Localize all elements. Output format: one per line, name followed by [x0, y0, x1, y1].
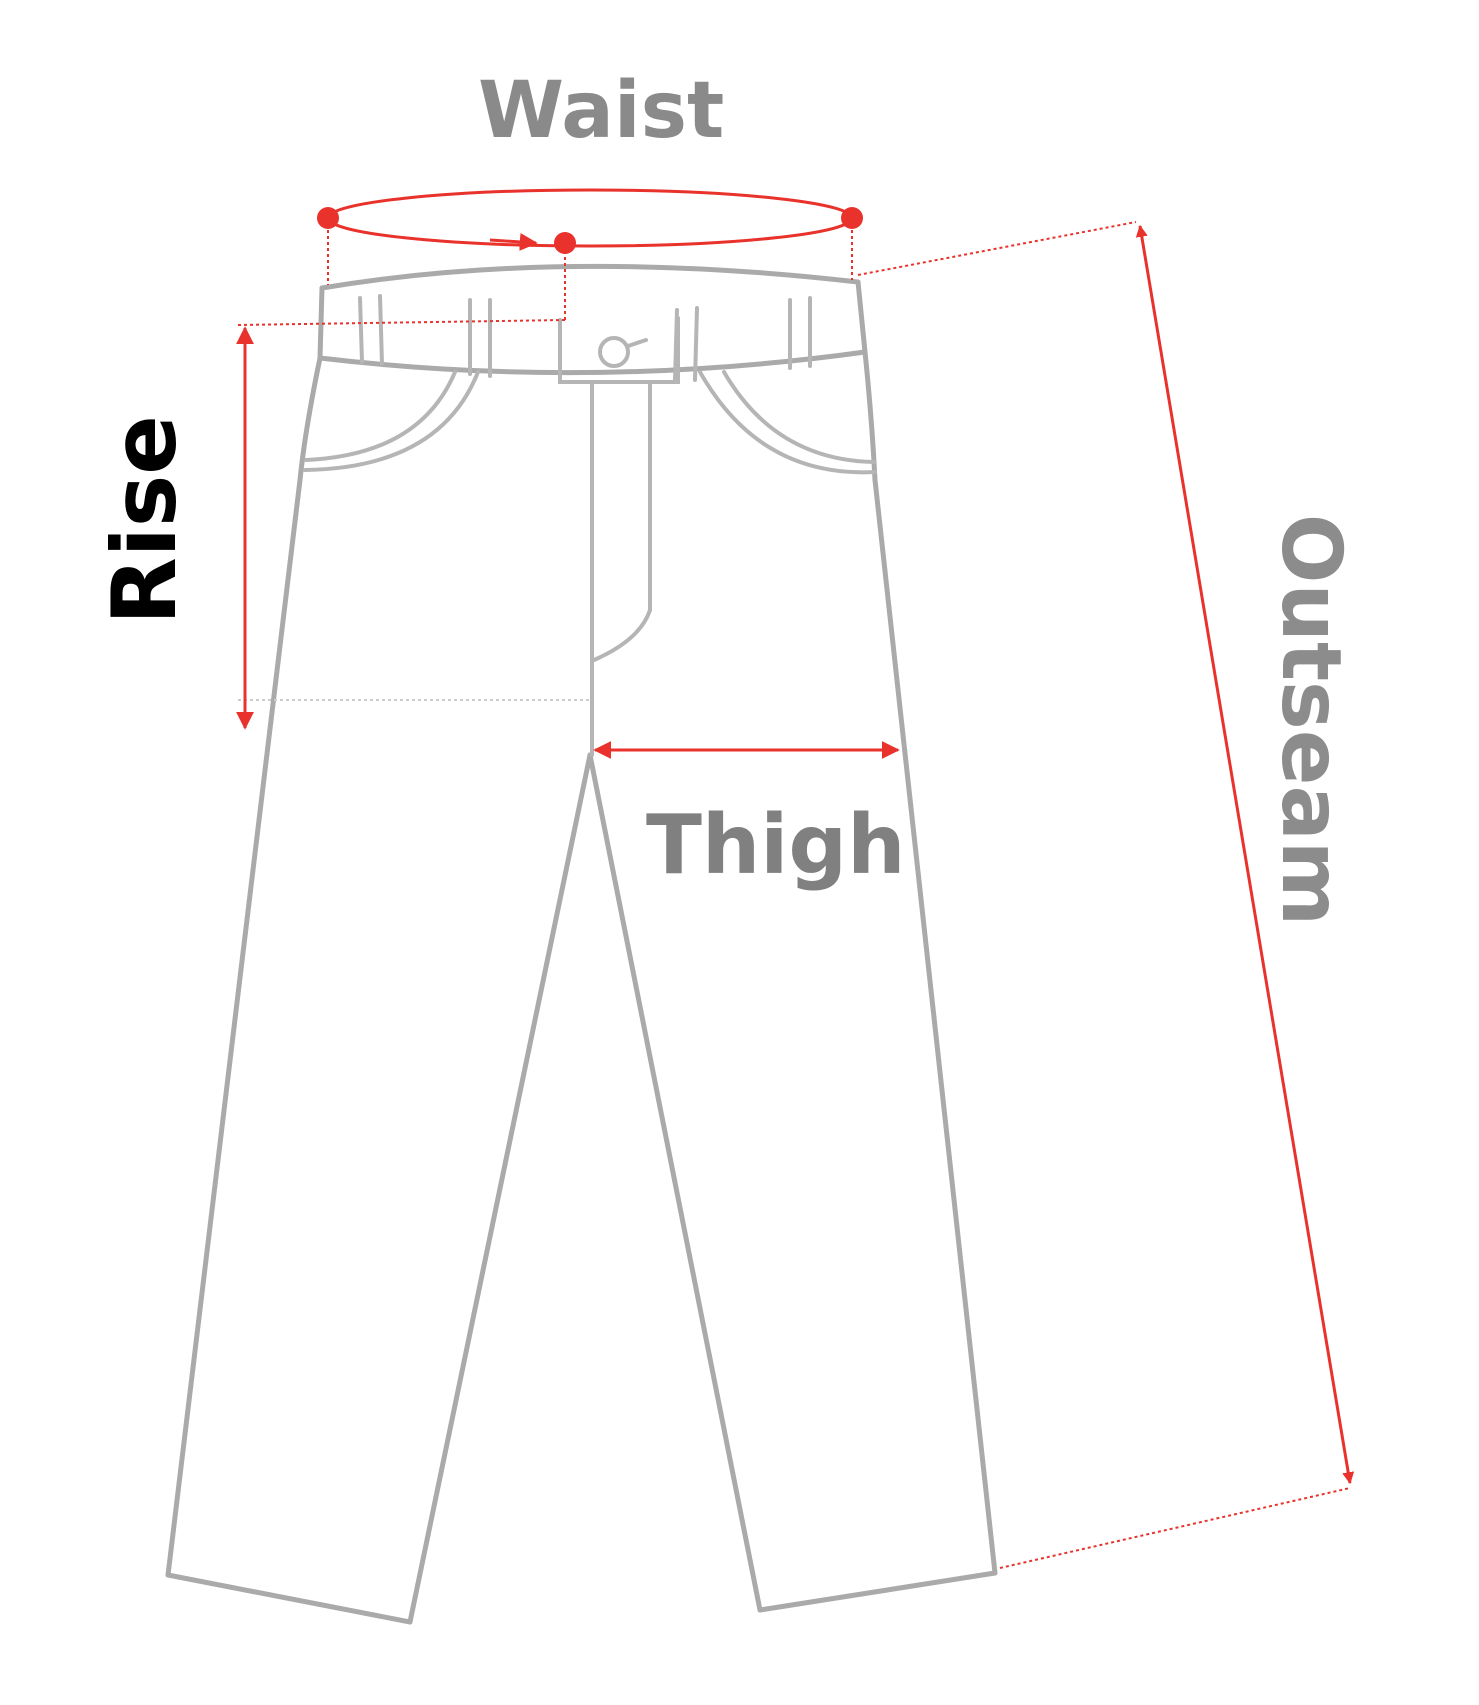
right-inseam	[587, 752, 763, 1613]
button-icon	[598, 336, 630, 368]
right-pocket-inner	[722, 370, 876, 464]
left-pocket	[303, 370, 480, 472]
left-side-seam	[165, 355, 323, 1578]
left-inseam	[407, 752, 593, 1625]
outseam-guide-top	[857, 221, 1137, 276]
outseam-label: Outseam	[1263, 513, 1358, 927]
rise-label: Rise	[93, 415, 196, 625]
left-hem	[165, 1572, 413, 1625]
waist-dot-left	[317, 207, 339, 229]
right-pocket	[698, 370, 877, 475]
waist-arrow	[489, 232, 538, 251]
button-tab	[558, 316, 680, 384]
belt-loop-left	[358, 294, 384, 366]
left-pocket-inner	[304, 370, 457, 462]
waist-ellipse	[326, 188, 854, 248]
waist-dot-center	[554, 232, 576, 254]
thigh-label: Thigh	[646, 798, 906, 893]
outseam-arrow	[1135, 224, 1355, 1485]
right-hem	[757, 1570, 998, 1613]
waistband	[317, 279, 868, 376]
right-side-seam	[862, 349, 998, 1576]
fly-stitch	[592, 380, 652, 662]
belt-loop-right	[788, 296, 812, 370]
measurements	[236, 188, 1355, 1485]
belt-loop-mid-left	[468, 298, 492, 378]
guide-lines	[237, 218, 1351, 1569]
waistband-top-rim	[319, 263, 861, 291]
waist-dot-right	[841, 207, 863, 229]
button-hole	[626, 338, 648, 348]
outseam-guide-bottom	[999, 1487, 1351, 1569]
rise-guide-top	[237, 319, 566, 326]
waist-label: Waist	[478, 66, 725, 156]
pants-outline	[165, 263, 998, 1625]
